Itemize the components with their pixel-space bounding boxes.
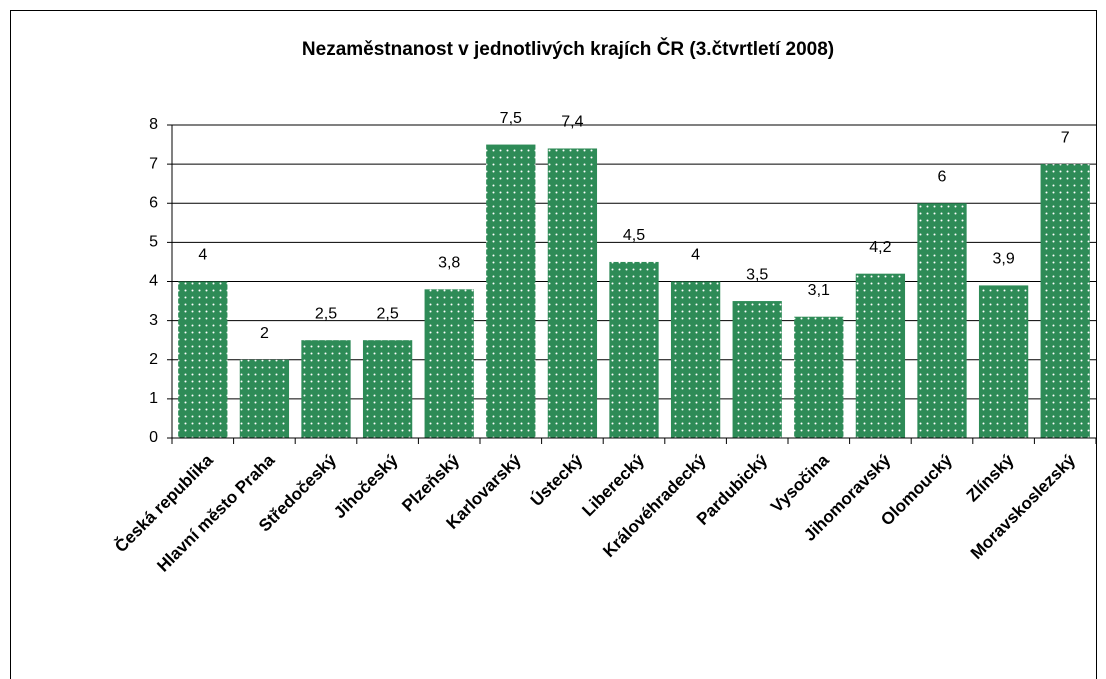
bar: [424, 289, 474, 438]
y-tick-label: 1: [149, 390, 158, 407]
bar: [486, 144, 536, 438]
value-label: 4: [691, 247, 700, 264]
bar: [609, 261, 659, 438]
value-label: 2,5: [315, 305, 337, 322]
y-tick-label: 8: [149, 116, 158, 133]
bar: [239, 359, 290, 438]
bar: [1040, 164, 1090, 438]
y-tick-label: 4: [149, 273, 158, 290]
x-tick-label: Zlínský: [963, 450, 1018, 505]
value-label: 4,5: [623, 227, 645, 244]
chart-title: Nezaměstnanost v jednotlivých krajích ČR…: [302, 38, 834, 60]
x-tick-label: Vysočina: [767, 450, 833, 516]
value-label: 6: [938, 168, 947, 185]
x-tick-label: Moravskoslezský: [967, 450, 1080, 563]
value-label: 4: [198, 247, 207, 264]
y-tick-label: 7: [149, 155, 158, 172]
bar: [732, 301, 782, 438]
bar: [917, 203, 967, 438]
value-label: 3,8: [438, 255, 460, 272]
value-label: 2,5: [376, 305, 398, 322]
value-label: 7,4: [561, 114, 583, 131]
chart-frame: [10, 10, 1097, 679]
bar: [855, 273, 906, 438]
y-tick-label: 6: [149, 194, 158, 211]
value-label: 4,2: [869, 239, 891, 256]
value-label: 2: [260, 325, 269, 342]
value-label: 3,1: [808, 282, 830, 299]
bar: [547, 148, 598, 438]
value-label: 3,5: [746, 266, 768, 283]
bar: [670, 281, 721, 438]
value-label: 3,9: [992, 251, 1014, 268]
x-tick-label: Jihočeský: [330, 450, 402, 522]
bar: [178, 281, 228, 438]
x-tick-label: Hlavní město Praha: [153, 450, 278, 575]
y-tick-label: 2: [149, 351, 158, 368]
y-tick-label: 3: [149, 312, 158, 329]
x-tick-label: Královéhradecký: [599, 450, 710, 561]
y-tick-label: 0: [149, 429, 158, 446]
value-label: 7: [1061, 129, 1070, 146]
bar: [362, 340, 413, 438]
x-tick-label: Ústecký: [527, 450, 587, 510]
value-label: 7,5: [500, 110, 522, 127]
bar: [794, 316, 844, 438]
x-tick-label: Plzeňský: [398, 450, 463, 515]
bar: [978, 285, 1029, 438]
y-tick-label: 5: [149, 234, 158, 251]
bar: [301, 340, 351, 438]
